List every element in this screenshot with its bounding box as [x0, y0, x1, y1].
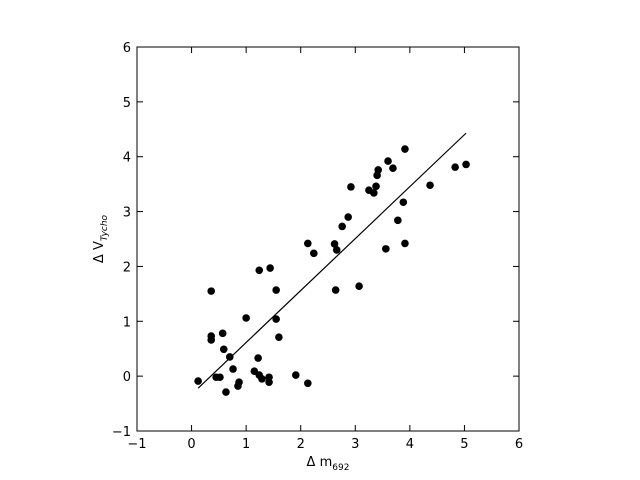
x-tick-label: 0: [187, 437, 195, 452]
point: [370, 189, 378, 197]
point: [389, 164, 397, 173]
point: [338, 222, 346, 231]
y-tick-label: 1: [123, 315, 131, 330]
point: [374, 166, 383, 174]
point: [266, 264, 274, 272]
point: [382, 245, 390, 253]
y-tick-label: −1: [112, 425, 131, 440]
y-tick-label: 5: [123, 96, 131, 111]
x-tick-label: −1: [127, 437, 146, 452]
fit-line: [197, 132, 467, 389]
point: [255, 266, 264, 275]
point: [330, 240, 339, 248]
point: [372, 182, 380, 191]
point: [275, 333, 283, 341]
point: [399, 198, 408, 207]
point: [207, 336, 216, 344]
plot-frame: [136, 46, 520, 432]
point: [272, 315, 280, 323]
point: [272, 286, 280, 294]
point: [355, 282, 363, 290]
x-tick-label: 4: [406, 437, 414, 452]
y-tick-label: 3: [123, 206, 131, 221]
point: [216, 373, 224, 382]
point: [347, 183, 355, 191]
point: [426, 181, 434, 190]
x-tick-label: 2: [297, 437, 305, 452]
y-tick-label: 6: [123, 41, 131, 56]
point: [207, 287, 216, 295]
point: [304, 379, 312, 388]
x-tick-label: 5: [460, 437, 468, 452]
x-axis-label: Δ m692: [307, 455, 350, 473]
point: [222, 388, 230, 396]
point: [254, 354, 262, 362]
point: [258, 375, 266, 383]
point: [401, 239, 409, 248]
y-axis-label: Δ VTycho: [92, 214, 110, 263]
point: [310, 249, 318, 258]
y-tick-label: 2: [123, 260, 131, 275]
point: [218, 329, 227, 338]
point: [229, 365, 237, 373]
point: [242, 314, 250, 322]
point: [384, 157, 392, 165]
y-tick-label: 0: [123, 370, 131, 385]
point: [451, 163, 459, 171]
point: [394, 216, 402, 225]
point: [401, 145, 409, 153]
point: [344, 213, 352, 221]
point: [265, 378, 273, 386]
point: [194, 377, 202, 385]
point: [225, 353, 234, 361]
x-tick-label: 1: [242, 437, 250, 452]
y-tick-label: 4: [123, 151, 131, 166]
point: [331, 286, 340, 294]
point: [292, 371, 300, 379]
point: [304, 239, 312, 248]
x-tick-label: 3: [351, 437, 359, 452]
point: [462, 160, 470, 169]
point: [235, 378, 243, 386]
x-tick-label: 6: [515, 437, 523, 452]
point: [332, 246, 341, 254]
point: [219, 345, 228, 354]
